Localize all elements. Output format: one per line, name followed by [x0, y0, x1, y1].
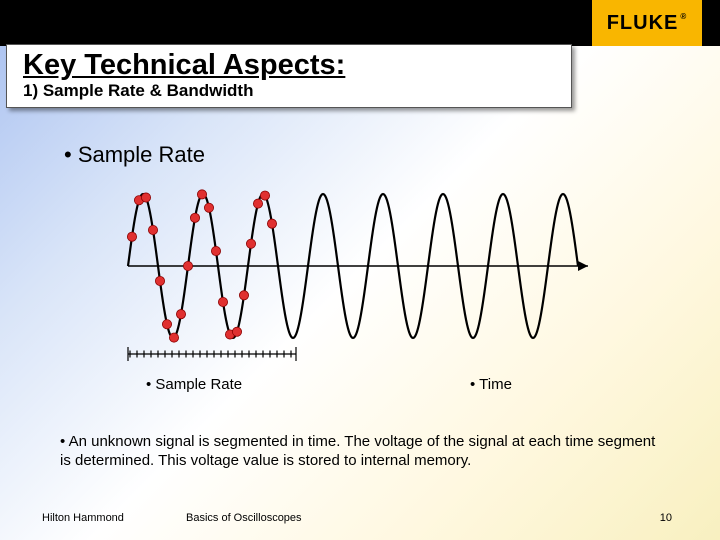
sample-rate-diagram [118, 176, 598, 376]
title-main: Key Technical Aspects: [23, 49, 555, 82]
brand-name: FLUKE [607, 12, 679, 34]
footer-page: 10 [660, 512, 672, 524]
brand-reg: ® [680, 12, 687, 21]
bullet-sample-rate: • Sample Rate [64, 142, 205, 168]
brand-badge: FLUKE® [592, 0, 702, 46]
footer-title: Basics of Oscilloscopes [186, 512, 302, 524]
body-text: • An unknown signal is segmented in time… [60, 432, 670, 470]
time-label: • Time [470, 376, 512, 393]
sample-rate-label: • Sample Rate [146, 376, 242, 393]
title-sub: 1) Sample Rate & Bandwidth [23, 81, 555, 101]
title-box: Key Technical Aspects: 1) Sample Rate & … [6, 44, 572, 108]
footer-author: Hilton Hammond [42, 512, 124, 524]
